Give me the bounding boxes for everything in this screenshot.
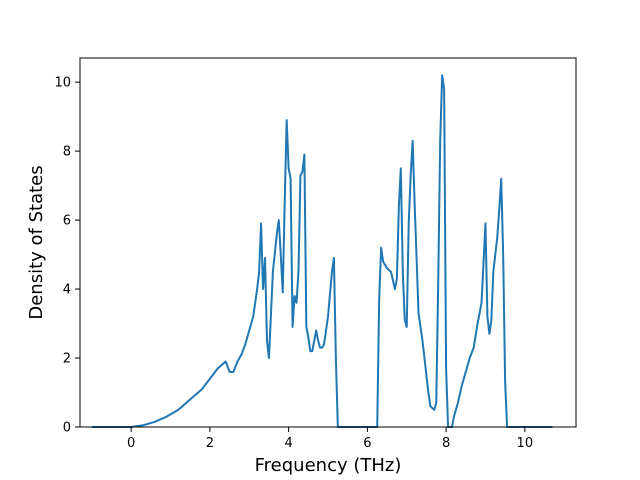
x-tick-label: 4 bbox=[284, 436, 292, 451]
y-tick-label: 0 bbox=[63, 421, 71, 436]
y-tick-label: 10 bbox=[54, 76, 71, 91]
axes-frame bbox=[79, 57, 577, 428]
x-tick-label: 2 bbox=[206, 436, 214, 451]
x-tick-label: 8 bbox=[442, 436, 450, 451]
y-axis-ticks: 0 2 4 6 8 10 bbox=[54, 76, 80, 436]
x-tick-label: 10 bbox=[517, 436, 534, 451]
y-tick-label: 8 bbox=[63, 145, 71, 160]
y-tick-label: 6 bbox=[63, 214, 71, 229]
y-axis-title: Density of States bbox=[26, 165, 47, 319]
y-tick-label: 4 bbox=[63, 283, 71, 298]
x-tick-label: 0 bbox=[127, 436, 135, 451]
y-tick-label: 2 bbox=[63, 352, 71, 367]
x-axis-title: Frequency (THz) bbox=[255, 455, 402, 476]
x-tick-label: 6 bbox=[363, 436, 371, 451]
x-axis-ticks: 0 2 4 6 8 10 bbox=[127, 427, 533, 451]
